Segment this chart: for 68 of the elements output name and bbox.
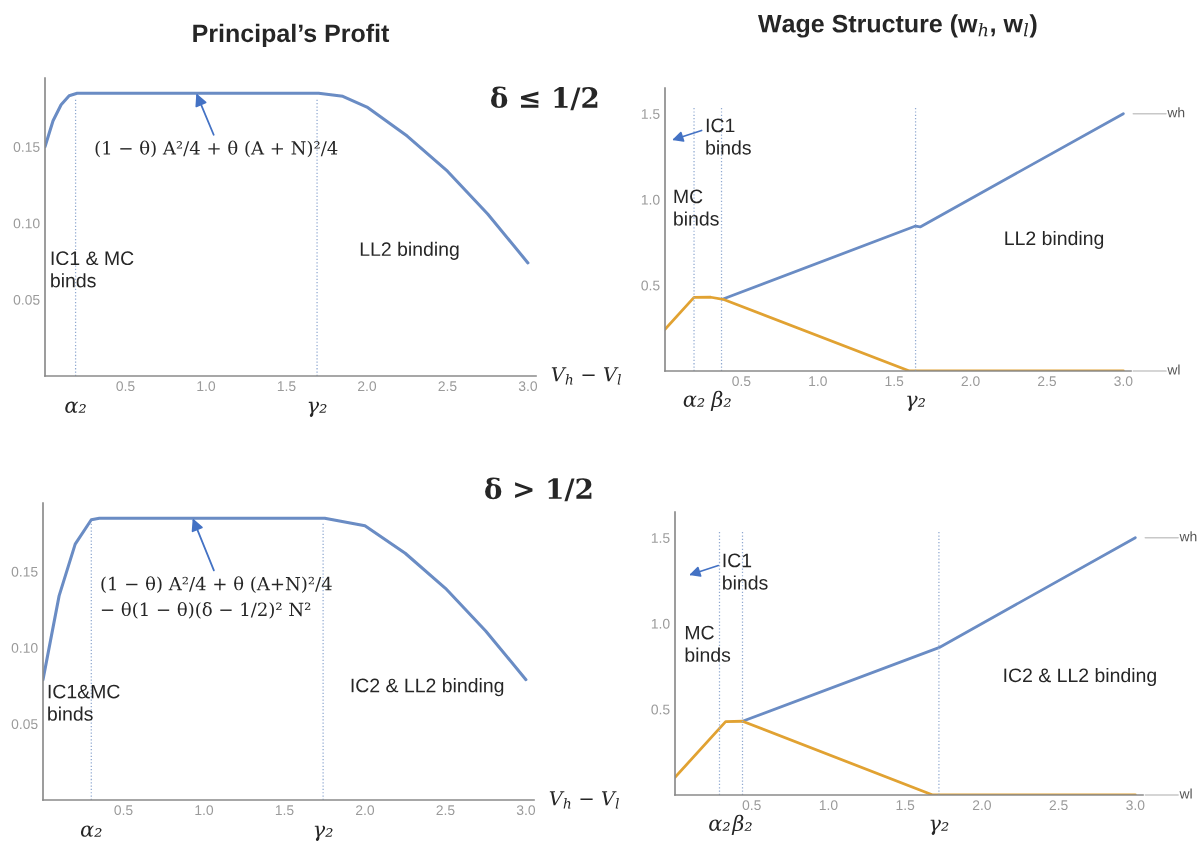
annotation: MC binds xyxy=(685,625,731,662)
x-tick-label: 3.0 xyxy=(1114,376,1133,387)
annotation: IC1 binds xyxy=(706,118,751,155)
annotation: IC2 & LL2 binding xyxy=(351,678,504,697)
ref-line-label: α₂ xyxy=(80,825,102,837)
x-tick-label: 1.0 xyxy=(819,800,838,811)
text: wl xyxy=(1167,364,1180,375)
chart-title: Principal’s Profit xyxy=(193,23,390,48)
y-tick-label: 0.5 xyxy=(641,280,660,291)
ref-line-label: γ₂ xyxy=(907,395,925,411)
annotation: (1 − θ) A²/4 + θ (A + N)²/4 xyxy=(95,140,338,158)
y-tick-label: 1.5 xyxy=(651,533,670,543)
x-tick-label: 2.0 xyxy=(972,800,991,811)
x-tick-label: 2.5 xyxy=(1049,800,1068,811)
ref-line-label: γ₂ xyxy=(314,825,333,841)
x-tick-label: 0.5 xyxy=(116,381,135,392)
y-tick-label: 0.5 xyxy=(651,704,670,715)
annotation: IC1 & MC binds xyxy=(51,251,134,288)
x-tick-label: 2.0 xyxy=(358,381,377,392)
x-tick-label: 2.5 xyxy=(1038,376,1057,387)
chart-title: Wage Structure (w$_{h}$, w$_{l}$) xyxy=(758,14,1037,38)
text: wh xyxy=(1167,107,1185,118)
ref-line-label: β₂ xyxy=(731,814,752,836)
y-tick-label: 1.5 xyxy=(641,109,660,119)
ref-line-label: α₂ xyxy=(683,395,705,407)
annotation: δ ≤ 1/2 xyxy=(491,86,598,111)
y-tick-label: 0.05 xyxy=(13,294,40,305)
x-axis-title: V$_{h}$ − V$_{l}$ xyxy=(549,791,619,809)
ref-line-label: γ₂ xyxy=(930,819,949,835)
text: δ > 1/2 xyxy=(485,477,592,502)
x-tick-label: 0.5 xyxy=(114,805,133,816)
x-tick-label: 2.5 xyxy=(436,805,455,816)
text: wh xyxy=(1179,531,1197,542)
x-tick-label: 1.0 xyxy=(809,376,827,387)
y-tick-label: 0.10 xyxy=(13,218,40,229)
y-tick-label: 0.10 xyxy=(11,643,38,653)
y-tick-label: 0.15 xyxy=(11,566,38,577)
x-tick-label: 1.5 xyxy=(885,376,904,387)
x-tick-label: 1.0 xyxy=(195,805,214,816)
ref-line-label: α₂ xyxy=(65,401,86,413)
annotation: LL2 binding xyxy=(1005,230,1104,250)
x-axis-title: V$_{h}$ − V$_{l}$ xyxy=(551,367,621,385)
ref-line-label: β₂ xyxy=(710,390,731,412)
x-tick-label: 2.0 xyxy=(961,376,980,387)
x-tick-label: 1.0 xyxy=(197,381,216,392)
x-tick-label: 2.0 xyxy=(356,805,375,816)
x-tick-label: 1.5 xyxy=(277,381,296,392)
ref-line-label: γ₂ xyxy=(308,401,327,417)
x-tick-label: 1.5 xyxy=(896,800,915,811)
annotation: IC1 binds xyxy=(723,553,768,590)
annotation: IC1&MC binds xyxy=(48,684,120,721)
x-tick-label: 0.5 xyxy=(742,800,761,811)
y-tick-label: 1.0 xyxy=(641,194,660,205)
y-tick-label: 0.15 xyxy=(13,142,40,152)
x-tick-label: 0.5 xyxy=(732,376,751,387)
y-tick-label: 0.05 xyxy=(11,719,38,730)
annotation: IC2 & LL2 binding xyxy=(1004,667,1156,687)
x-tick-label: 2.5 xyxy=(438,381,457,392)
ref-line-label: α₂ xyxy=(709,819,730,831)
x-tick-label: 3.0 xyxy=(518,381,538,392)
annotation: MC binds xyxy=(674,189,719,226)
x-tick-label: 1.5 xyxy=(275,805,294,816)
x-tick-label: 3.0 xyxy=(516,805,536,816)
annotation: (1 − θ) A²/4 + θ (A+N)²/4 − θ(1 − θ)(δ − 1/2)² N² xyxy=(101,576,332,619)
y-tick-label: 1.0 xyxy=(651,618,670,629)
annotation: LL2 binding xyxy=(360,241,459,260)
text: wl xyxy=(1179,788,1192,799)
x-tick-label: 3.0 xyxy=(1126,800,1145,811)
